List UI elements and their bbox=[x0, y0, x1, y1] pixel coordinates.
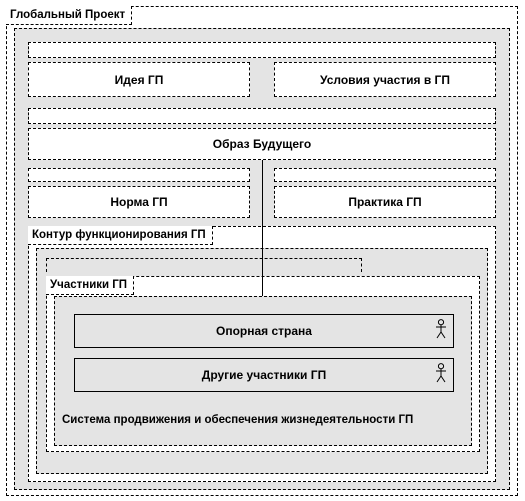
box-idea: Идея ГП bbox=[28, 62, 250, 97]
row1-tab-spacer bbox=[28, 42, 496, 58]
caption-system: Система продвижения и обеспечения жизнед… bbox=[62, 414, 413, 426]
actor-icon bbox=[435, 363, 447, 383]
connector-future-to-participants bbox=[262, 160, 263, 296]
box-conditions: Условия участия в ГП bbox=[274, 62, 496, 97]
box-practice-text: Практика ГП bbox=[275, 195, 495, 209]
pkg-contour-label: Контур функционирования ГП bbox=[28, 226, 213, 245]
actor-other-participants: Другие участники ГП bbox=[74, 358, 454, 392]
row3-tab-spacer-right bbox=[274, 168, 496, 182]
box-future-image: Образ Будущего bbox=[28, 128, 496, 160]
box-conditions-text: Условия участия в ГП bbox=[275, 73, 495, 87]
actor-icon bbox=[435, 319, 447, 339]
box-practice: Практика ГП bbox=[274, 186, 496, 218]
box-future-image-text: Образ Будущего bbox=[29, 137, 495, 151]
pkg-participants-label: Участники ГП bbox=[46, 276, 134, 295]
actor-other-participants-text: Другие участники ГП bbox=[75, 368, 453, 382]
actor-main-country: Опорная страна bbox=[74, 314, 454, 348]
actor-main-country-text: Опорная страна bbox=[75, 324, 453, 338]
pkg-contour-tab-spacer bbox=[46, 258, 362, 272]
box-norm-text: Норма ГП bbox=[29, 195, 249, 209]
pkg-global-project-label: Глобальный Проект bbox=[6, 6, 132, 25]
row2-tab-spacer bbox=[28, 108, 496, 124]
box-norm: Норма ГП bbox=[28, 186, 250, 218]
box-idea-text: Идея ГП bbox=[29, 73, 249, 87]
row3-tab-spacer-left bbox=[28, 168, 250, 182]
